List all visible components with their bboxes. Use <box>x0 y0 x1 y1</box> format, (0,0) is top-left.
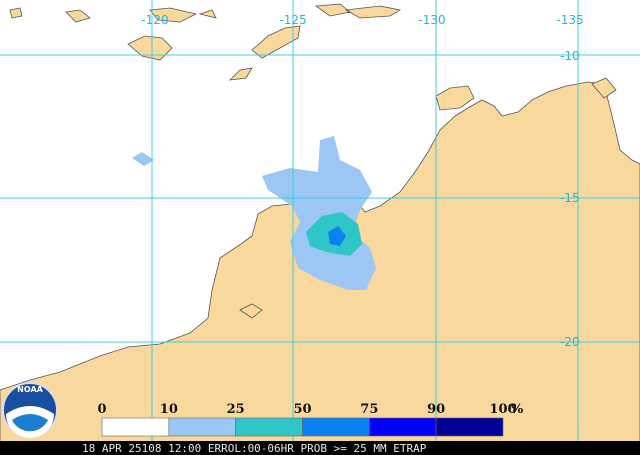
legend-label: 100 <box>489 402 516 417</box>
lat-label: -15 <box>560 191 580 205</box>
logo: NOAA <box>2 382 58 438</box>
island <box>9 3 402 23</box>
legend-label: 50 <box>293 402 311 417</box>
lon-label: -120 <box>141 13 168 27</box>
island <box>435 85 475 111</box>
graticule <box>0 0 640 441</box>
legend: 0 10 25 50 75 90 100% <box>97 402 524 437</box>
footer-text: 18 APR 25108 12:00 ERROL:00-06HR PROB >=… <box>82 442 427 455</box>
legend-swatch <box>302 417 370 437</box>
legend-label: 10 <box>160 402 178 417</box>
legend-label: 90 <box>427 402 445 417</box>
lon-label: -125 <box>279 13 306 27</box>
lat-label: -20 <box>560 335 580 349</box>
legend-swatch <box>369 417 437 437</box>
lon-label: -130 <box>418 13 445 27</box>
logo-text: NOAA <box>17 385 43 394</box>
island <box>228 67 253 81</box>
lon-label: -135 <box>556 13 583 27</box>
legend-label: 25 <box>227 402 245 417</box>
island <box>239 303 263 319</box>
footer-bar <box>0 441 640 455</box>
legend-swatch <box>168 417 236 437</box>
prob-50-75 <box>328 226 346 246</box>
legend-label: 0 <box>97 402 106 417</box>
legend-swatch <box>435 417 504 437</box>
legend-swatch <box>235 417 303 437</box>
legend-unit: % <box>511 402 524 417</box>
island <box>127 35 173 61</box>
island <box>591 77 617 99</box>
island <box>251 25 301 59</box>
legend-swatch <box>101 417 170 437</box>
prob-10-25 <box>132 152 154 166</box>
lat-label: -10 <box>560 49 580 63</box>
legend-label: 75 <box>360 402 378 417</box>
